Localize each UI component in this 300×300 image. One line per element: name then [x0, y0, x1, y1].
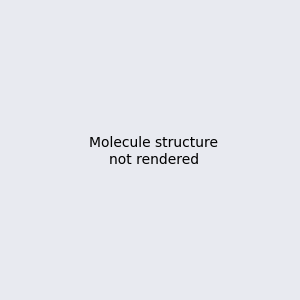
Text: Molecule structure
not rendered: Molecule structure not rendered: [89, 136, 218, 166]
